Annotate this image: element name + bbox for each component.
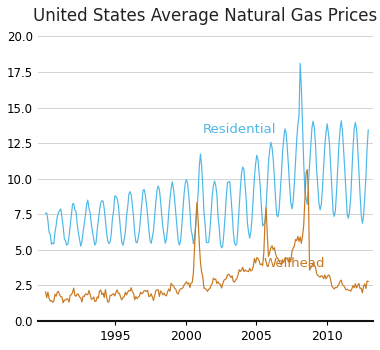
Text: Residential: Residential — [203, 123, 276, 136]
Text: Wellhead: Wellhead — [263, 257, 325, 270]
Title: United States Average Natural Gas Prices: United States Average Natural Gas Prices — [33, 7, 378, 25]
